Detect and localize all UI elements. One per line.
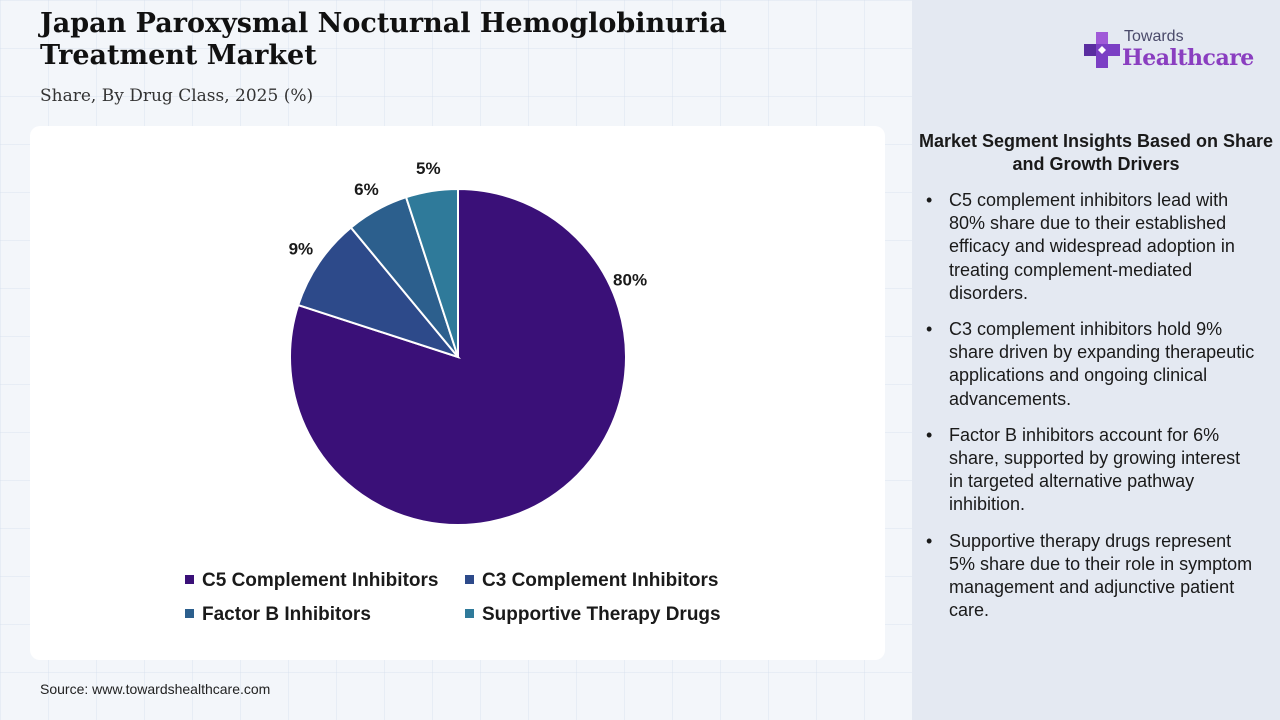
legend-swatch <box>465 575 474 584</box>
brand-logo: Towards Healthcare <box>1082 28 1262 78</box>
legend-swatch <box>185 575 194 584</box>
data-label: 5% <box>416 159 441 178</box>
legend-item: C5 Complement Inhibitors <box>185 570 438 592</box>
data-label: 9% <box>289 240 314 259</box>
logo-text-towards: Towards <box>1124 28 1184 45</box>
legend-label: Factor B Inhibitors <box>202 604 371 625</box>
page-subtitle: Share, By Drug Class, 2025 (%) <box>40 86 314 106</box>
data-label: 6% <box>354 180 379 199</box>
insights-list: C5 complement inhibitors lead with 80% s… <box>926 189 1256 635</box>
logo-text-healthcare: Healthcare <box>1122 45 1254 71</box>
insight-item: C3 complement inhibitors hold 9% share d… <box>926 318 1256 411</box>
pie-chart: 80% 9% 6% 5% <box>289 159 647 526</box>
insight-item: Supportive therapy drugs represent 5% sh… <box>926 530 1256 623</box>
legend-label: C5 Complement Inhibitors <box>202 570 439 591</box>
pie-slice <box>289 187 627 526</box>
insights-title: Market Segment Insights Based on Share a… <box>918 131 1274 174</box>
page-title: Japan Paroxysmal Nocturnal Hemoglobinuri… <box>40 8 727 71</box>
legend-label: Supportive Therapy Drugs <box>482 604 721 625</box>
insight-item: C5 complement inhibitors lead with 80% s… <box>926 189 1256 305</box>
pie-slice <box>296 226 461 360</box>
legend-swatch <box>185 609 194 618</box>
pie-slice <box>404 187 459 358</box>
legend-label: C3 Complement Inhibitors <box>482 570 719 591</box>
plus-cross-icon <box>1084 32 1120 68</box>
legend-item: Factor B Inhibitors <box>185 604 371 626</box>
chart-card: 80% 9% 6% 5% C5 Complement Inhibitors C3 Com… <box>30 126 885 660</box>
legend-item: Supportive Therapy Drugs <box>465 604 721 626</box>
data-label: 80% <box>613 271 647 290</box>
insight-item: Factor B inhibitors account for 6% share… <box>926 424 1256 517</box>
legend-swatch <box>465 609 474 618</box>
source-note: Source: www.towardshealthcare.com <box>40 681 271 697</box>
legend-item: C3 Complement Inhibitors <box>465 570 718 592</box>
